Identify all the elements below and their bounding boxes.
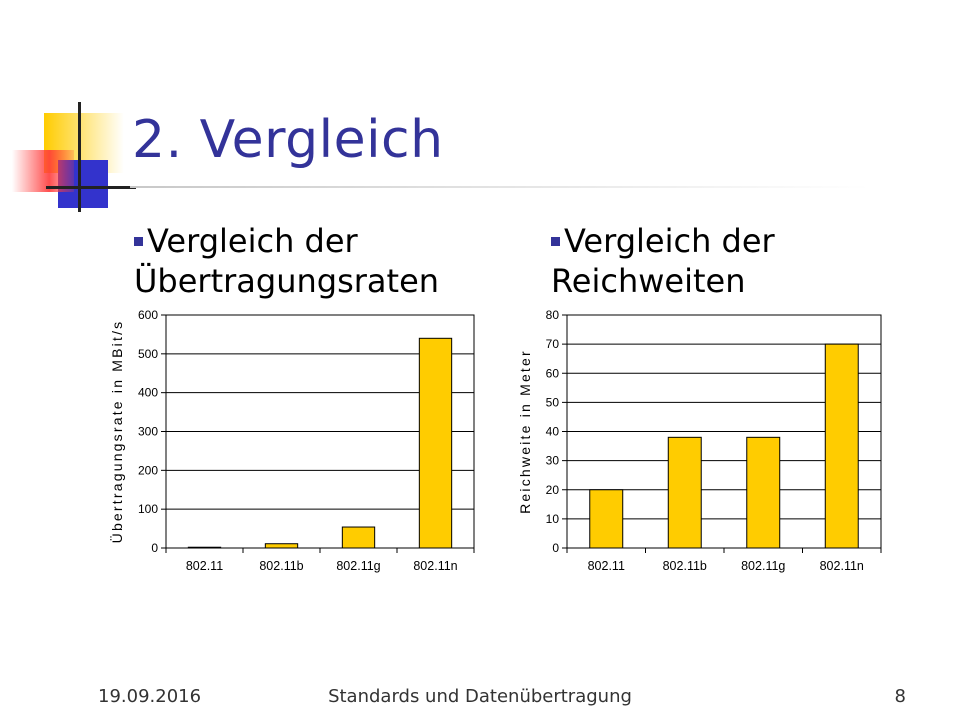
x-tick-label: 802.11b — [259, 559, 303, 573]
x-tick-label: 802.11 — [186, 559, 223, 573]
footer-title: Standards und Datenübertragung — [328, 686, 632, 707]
bar-802.11 — [187, 546, 222, 549]
footer-page-number: 8 — [894, 686, 906, 707]
y-tick-label: 0 — [151, 541, 158, 555]
y-tick-label: 50 — [546, 395, 560, 409]
horizontal-line — [46, 186, 136, 189]
y-tick-label: 600 — [138, 308, 158, 322]
y-tick-label: 40 — [546, 425, 560, 439]
footer-date: 19.09.2016 — [98, 686, 202, 707]
y-axis-label: Reichweite in Meter — [517, 349, 533, 514]
y-axis-label: Übertragungsrate in MBit/s — [108, 320, 125, 544]
chart-transfer-rates: 0 100 200 300 400 500 600 802.11 802.11b 802.11g 8… — [108, 308, 475, 573]
bar-802.11b — [667, 436, 702, 549]
y-tick-label: 300 — [138, 425, 158, 439]
bar-802.11n — [824, 343, 859, 549]
bar-802.11g — [341, 526, 376, 549]
chart-ranges: 0 10 20 30 40 50 60 70 80 802.11 802.11b 802.11g 802… — [517, 308, 882, 573]
y-tick-label: 70 — [546, 337, 560, 351]
title-underline — [130, 186, 870, 188]
vertical-line — [78, 102, 81, 212]
bullet-ranges: Vergleich der Reichweiten — [551, 221, 881, 301]
x-tick-label: 802.11g — [741, 559, 785, 573]
y-tick-label: 100 — [138, 502, 158, 516]
x-tick-label: 802.11b — [663, 559, 707, 573]
bullet-square-icon — [551, 237, 560, 246]
slide-title: 2. Vergleich — [132, 110, 444, 170]
y-tick-label: 10 — [546, 512, 560, 526]
y-tick-label: 500 — [138, 347, 158, 361]
y-tick-label: 20 — [546, 483, 560, 497]
bullet-text: Vergleich der Übertragungsraten — [134, 222, 440, 300]
y-tick-label: 400 — [138, 386, 158, 400]
bullet-transfer-rates: Vergleich der Übertragungsraten — [134, 221, 464, 301]
x-tick-label: 802.11 — [588, 559, 625, 573]
bar-802.11b — [264, 543, 299, 549]
title-decoration — [12, 102, 870, 212]
x-tick-label: 802.11g — [336, 559, 380, 573]
bar-802.11n — [418, 337, 453, 549]
bullet-square-icon — [134, 237, 143, 246]
red-square — [12, 150, 74, 192]
x-tick-label: 802.11n — [820, 559, 864, 573]
y-tick-label: 80 — [546, 308, 560, 322]
y-tick-label: 0 — [552, 541, 559, 555]
bar-802.11 — [589, 489, 624, 549]
y-tick-label: 30 — [546, 454, 560, 468]
bar-802.11g — [746, 436, 781, 549]
bullet-text: Vergleich der Reichweiten — [551, 222, 775, 300]
y-tick-label: 200 — [138, 463, 158, 477]
y-tick-label: 60 — [546, 366, 560, 380]
x-tick-label: 802.11n — [413, 559, 457, 573]
